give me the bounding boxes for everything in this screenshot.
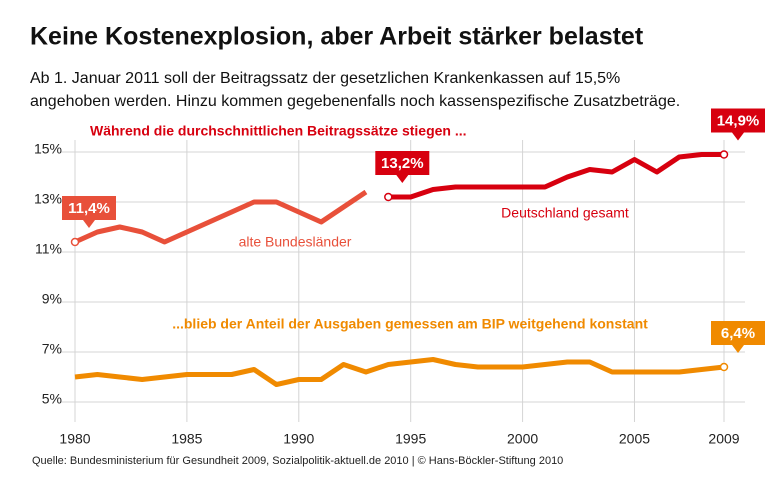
chart-title: Keine Kostenexplosion, aber Arbeit stärk… bbox=[30, 23, 644, 51]
data-label: 11,4% bbox=[68, 200, 110, 217]
series-label: alte Bundesländer bbox=[239, 234, 352, 250]
marker bbox=[384, 192, 393, 202]
x-tick-label: 1990 bbox=[283, 431, 314, 447]
subtitle: Ab 1. Januar 2011 soll der Beitragssatz … bbox=[30, 70, 620, 87]
marker bbox=[719, 150, 729, 159]
line bbox=[73, 189, 368, 245]
x-tick-label: 2009 bbox=[708, 431, 739, 447]
label-box bbox=[375, 151, 430, 183]
y-tick-label: 15% bbox=[34, 141, 62, 157]
x-tick-label: 1980 bbox=[59, 431, 90, 447]
y-tick-label: 9% bbox=[42, 291, 62, 307]
label-box bbox=[62, 196, 116, 228]
data-label: 6,4% bbox=[721, 325, 755, 342]
marker bbox=[70, 237, 80, 247]
line bbox=[74, 357, 725, 387]
x-tick-label: 2000 bbox=[507, 431, 538, 447]
y-tick-label: 11% bbox=[35, 241, 62, 257]
annotation: Während die durchschnittlichen Beitragss… bbox=[90, 123, 467, 139]
marker bbox=[719, 362, 729, 372]
data-label: 14,9% bbox=[717, 112, 760, 129]
x-tick-label: 1985 bbox=[171, 431, 202, 447]
y-tick-label: 7% bbox=[42, 341, 62, 357]
label-box bbox=[711, 108, 765, 141]
line bbox=[388, 152, 724, 200]
series-label: Deutschland gesamt bbox=[501, 205, 629, 221]
y-tick-label: 13% bbox=[34, 191, 62, 207]
source: Quelle: Bundesministerium für Gesundheit… bbox=[32, 455, 563, 467]
label-box bbox=[711, 321, 765, 353]
x-tick-label: 1995 bbox=[395, 431, 426, 447]
y-tick-label: 5% bbox=[42, 391, 62, 407]
data-label: 13,2% bbox=[381, 155, 424, 172]
annotation: ...blieb der Anteil der Ausgaben gemesse… bbox=[172, 316, 648, 332]
subtitle: angehoben werden. Hinzu kommen gegebenen… bbox=[30, 93, 680, 110]
x-tick-label: 2005 bbox=[619, 431, 650, 447]
